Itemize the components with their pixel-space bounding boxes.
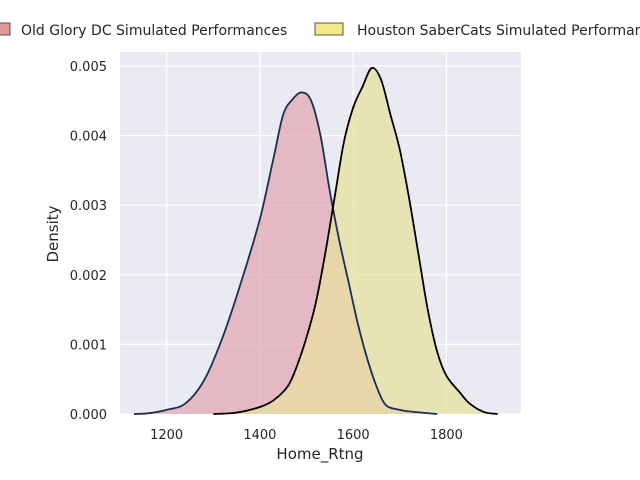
density-line-houston <box>213 66 498 415</box>
x-axis-label: Home_Rtng <box>276 445 363 464</box>
x-tick-label: 1600 <box>337 428 370 443</box>
y-tick-label: 0.003 <box>70 199 107 214</box>
density-fill-old-glory <box>133 92 438 415</box>
y-tick-label: 0.005 <box>70 60 107 75</box>
legend-swatch-old-glory <box>0 22 11 36</box>
legend-label-houston: Houston SaberCats Simulated Performances <box>357 23 640 39</box>
y-tick-labels: 0.000 0.001 0.002 0.003 0.004 0.005 <box>70 60 107 423</box>
legend-swatch-houston <box>314 22 344 36</box>
y-tick-label: 0.002 <box>70 269 107 284</box>
x-tick-label: 1800 <box>430 428 463 443</box>
y-tick-label: 0.001 <box>70 338 107 353</box>
x-tick-label: 1400 <box>243 428 276 443</box>
density-fill-houston <box>213 67 498 415</box>
density-line-old-glory <box>133 91 438 415</box>
x-tick-labels: 1200 1400 1600 1800 <box>150 428 463 443</box>
x-tick-label: 1200 <box>150 428 183 443</box>
legend-label-old-glory: Old Glory DC Simulated Performances <box>21 23 287 39</box>
y-tick-label: 0.000 <box>70 408 107 423</box>
density-areas <box>133 66 498 415</box>
y-tick-label: 0.004 <box>70 130 107 145</box>
legend: Old Glory DC Simulated Performances Hous… <box>0 22 640 39</box>
y-axis-label: Density <box>44 205 62 262</box>
